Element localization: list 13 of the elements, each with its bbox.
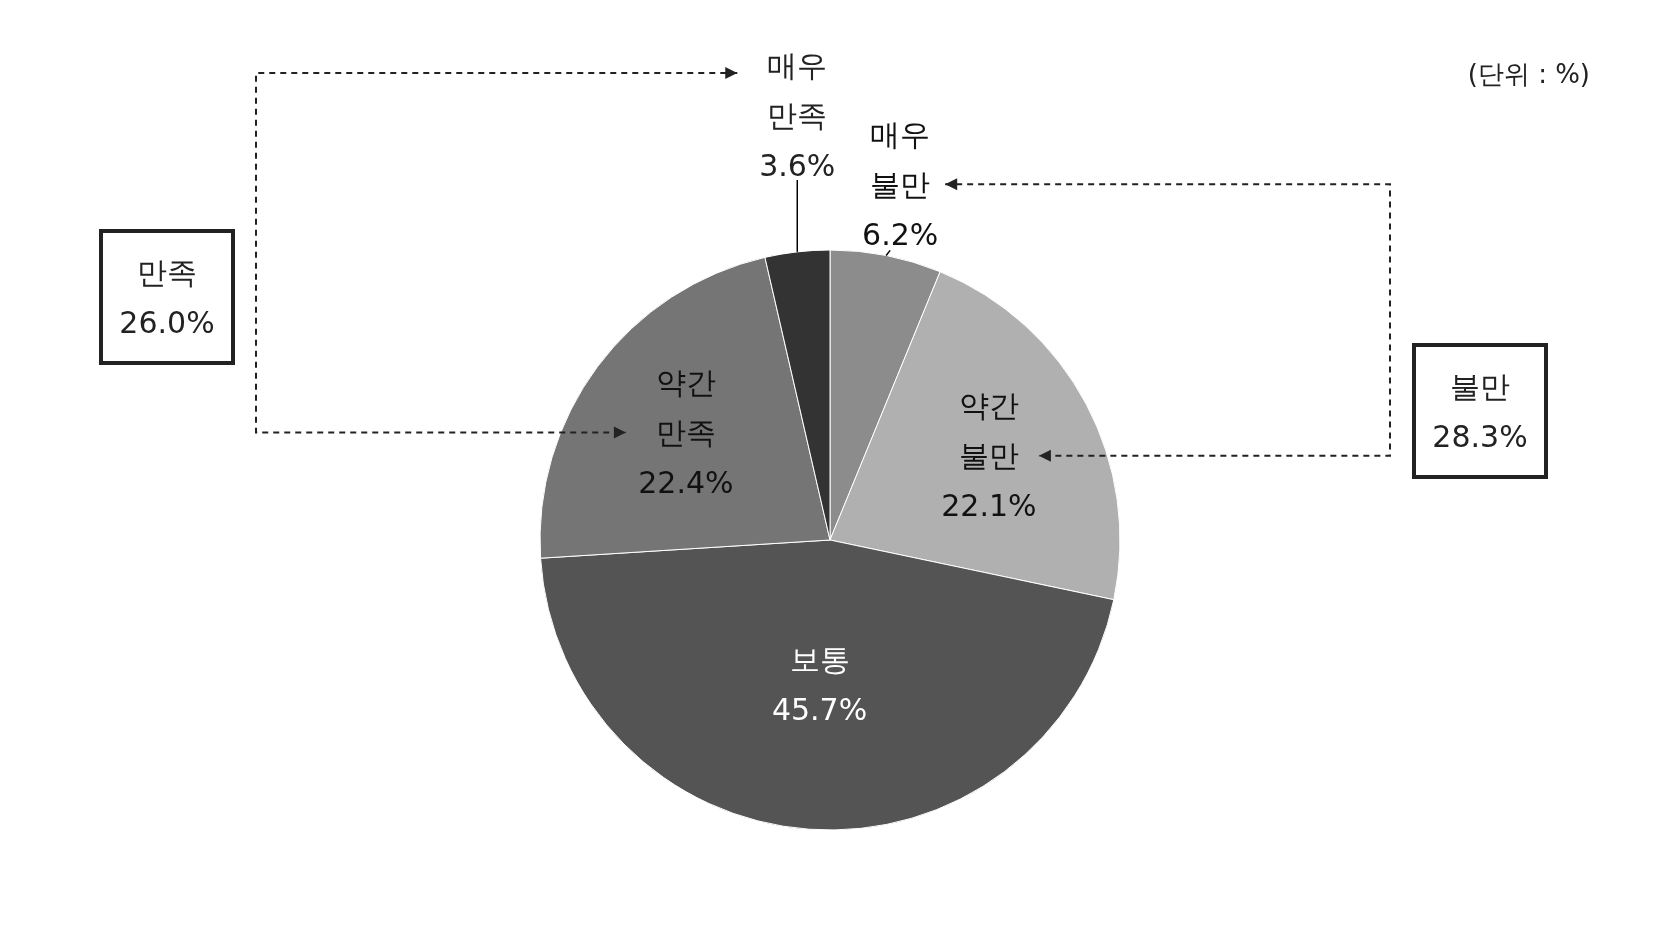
slice-label: 약간 만족: [655, 365, 716, 450]
slice-label: 매우 불만: [870, 116, 931, 202]
slice-label: 약간 불만: [958, 388, 1019, 474]
data-label: 22.4%: [638, 465, 734, 500]
data-label: 6.2%: [862, 216, 939, 252]
text: 만족 26.0%: [119, 254, 215, 340]
data-label: 22.1%: [941, 488, 1037, 524]
slice-label: 보통: [789, 642, 850, 678]
data-label: 3.6%: [759, 147, 836, 183]
slice-label: 매우 만족: [767, 47, 828, 133]
text: (단위 : %): [1467, 59, 1590, 89]
data-label: 45.7%: [771, 692, 868, 728]
text: 불만 28.3%: [1432, 368, 1528, 454]
